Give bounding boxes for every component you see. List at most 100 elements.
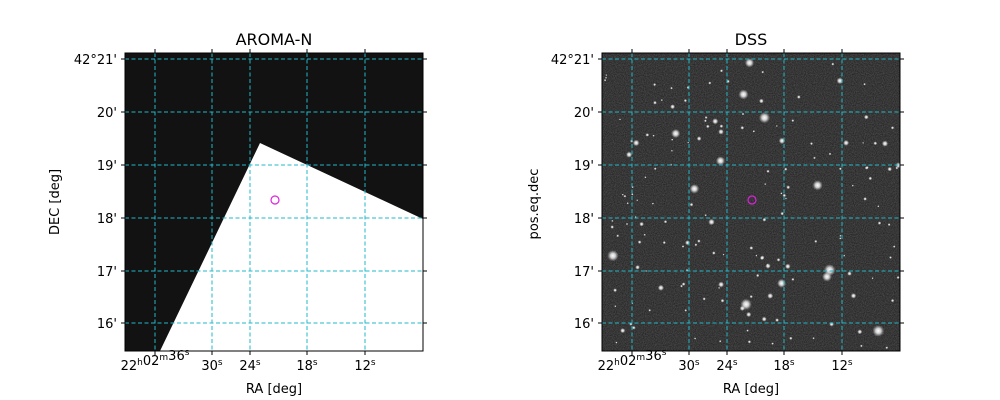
star — [704, 214, 707, 217]
ra-seconds-unit: s — [790, 358, 795, 368]
star — [740, 125, 745, 130]
star — [791, 119, 795, 123]
star — [785, 197, 787, 200]
ra-seconds-unit: s — [733, 358, 738, 368]
star — [892, 245, 896, 248]
ra-tick-label: 12s — [354, 358, 376, 374]
star — [625, 151, 633, 158]
ra-seconds: 12 — [831, 359, 848, 374]
star — [605, 74, 608, 77]
star — [652, 134, 655, 137]
dec-tick-label: 18' — [574, 212, 594, 227]
star — [689, 202, 694, 207]
star — [603, 79, 607, 82]
ra-hours: 22 — [598, 359, 615, 374]
star — [789, 336, 793, 340]
star — [812, 337, 815, 340]
y-axis-label: DEC [deg] — [48, 169, 63, 235]
star — [683, 99, 687, 103]
y-axis-label: pos.eq.dec — [527, 169, 542, 240]
star — [839, 234, 842, 237]
star — [782, 193, 787, 198]
star — [625, 222, 629, 226]
star — [632, 325, 636, 330]
target-marker — [270, 195, 280, 205]
dec-tick-label: 17' — [574, 265, 594, 280]
star — [643, 233, 646, 236]
star — [623, 194, 627, 198]
star — [653, 167, 657, 171]
star — [621, 193, 624, 196]
ra-seconds-unit: s — [313, 358, 318, 368]
ra-seconds: 30 — [201, 359, 218, 374]
star — [614, 305, 617, 308]
star — [780, 211, 784, 216]
star — [863, 82, 866, 86]
star — [771, 342, 774, 345]
star — [663, 220, 668, 224]
ra-tick-label: 24s — [239, 358, 261, 374]
ra-minutes: 02 — [143, 354, 160, 369]
star — [619, 118, 621, 121]
star — [631, 193, 634, 196]
star — [696, 136, 702, 141]
star — [786, 185, 791, 190]
star — [776, 258, 781, 262]
ra-seconds-unit: s — [185, 348, 190, 358]
star — [694, 337, 697, 340]
plot-frame — [601, 52, 901, 352]
ra-tick-label: 22h02m36s — [121, 348, 190, 374]
star — [766, 169, 770, 173]
dec-tick-labels: 42°21' 20' 19' 18' 17' 16' — [551, 53, 594, 332]
dec-tick-label: 20' — [574, 106, 594, 121]
star — [877, 221, 882, 225]
star — [670, 86, 673, 90]
star — [863, 197, 867, 201]
star — [611, 219, 614, 222]
panel-title: AROMA-N — [236, 30, 313, 49]
ra-seconds: 24 — [239, 359, 256, 374]
star — [823, 264, 836, 276]
sky-noise — [602, 53, 900, 351]
star — [777, 278, 787, 288]
star — [752, 130, 756, 133]
dec-tick-label: 19' — [574, 159, 594, 174]
star — [616, 234, 620, 238]
ra-seconds: 12 — [354, 359, 371, 374]
ra-seconds: 18 — [296, 359, 313, 374]
ra-hours: 22 — [121, 359, 138, 374]
star — [775, 318, 779, 322]
star — [722, 253, 725, 256]
ra-tick-label: 30s — [201, 358, 223, 374]
star — [657, 284, 664, 291]
dec-tick-label: 16' — [97, 317, 117, 332]
star — [761, 316, 767, 322]
star — [704, 119, 707, 123]
star — [636, 199, 639, 202]
aroma-n-panel: AROMA-N 42°21'20'19'18'17'16' 22h02m36s 3… — [48, 30, 427, 397]
star — [639, 221, 644, 227]
ra-seconds: 18 — [773, 359, 790, 374]
dec-tick-label: 19' — [97, 159, 117, 174]
star — [829, 321, 835, 327]
star — [681, 245, 685, 248]
star — [615, 341, 618, 344]
star — [791, 277, 795, 281]
star — [684, 309, 687, 312]
star — [814, 239, 818, 243]
star — [857, 329, 863, 335]
ra-tick-label: 24s — [716, 358, 738, 374]
star — [838, 167, 842, 171]
star — [760, 255, 765, 260]
star — [671, 128, 681, 139]
star — [651, 202, 654, 205]
star — [890, 126, 895, 130]
coordinate-grid — [125, 53, 423, 351]
star — [764, 183, 767, 186]
dec-tick-labels: 42°21' 20' 19' 18' 17' 16' — [74, 53, 117, 332]
coverage-mask-image — [125, 53, 423, 351]
star — [635, 264, 640, 270]
star — [843, 139, 850, 146]
